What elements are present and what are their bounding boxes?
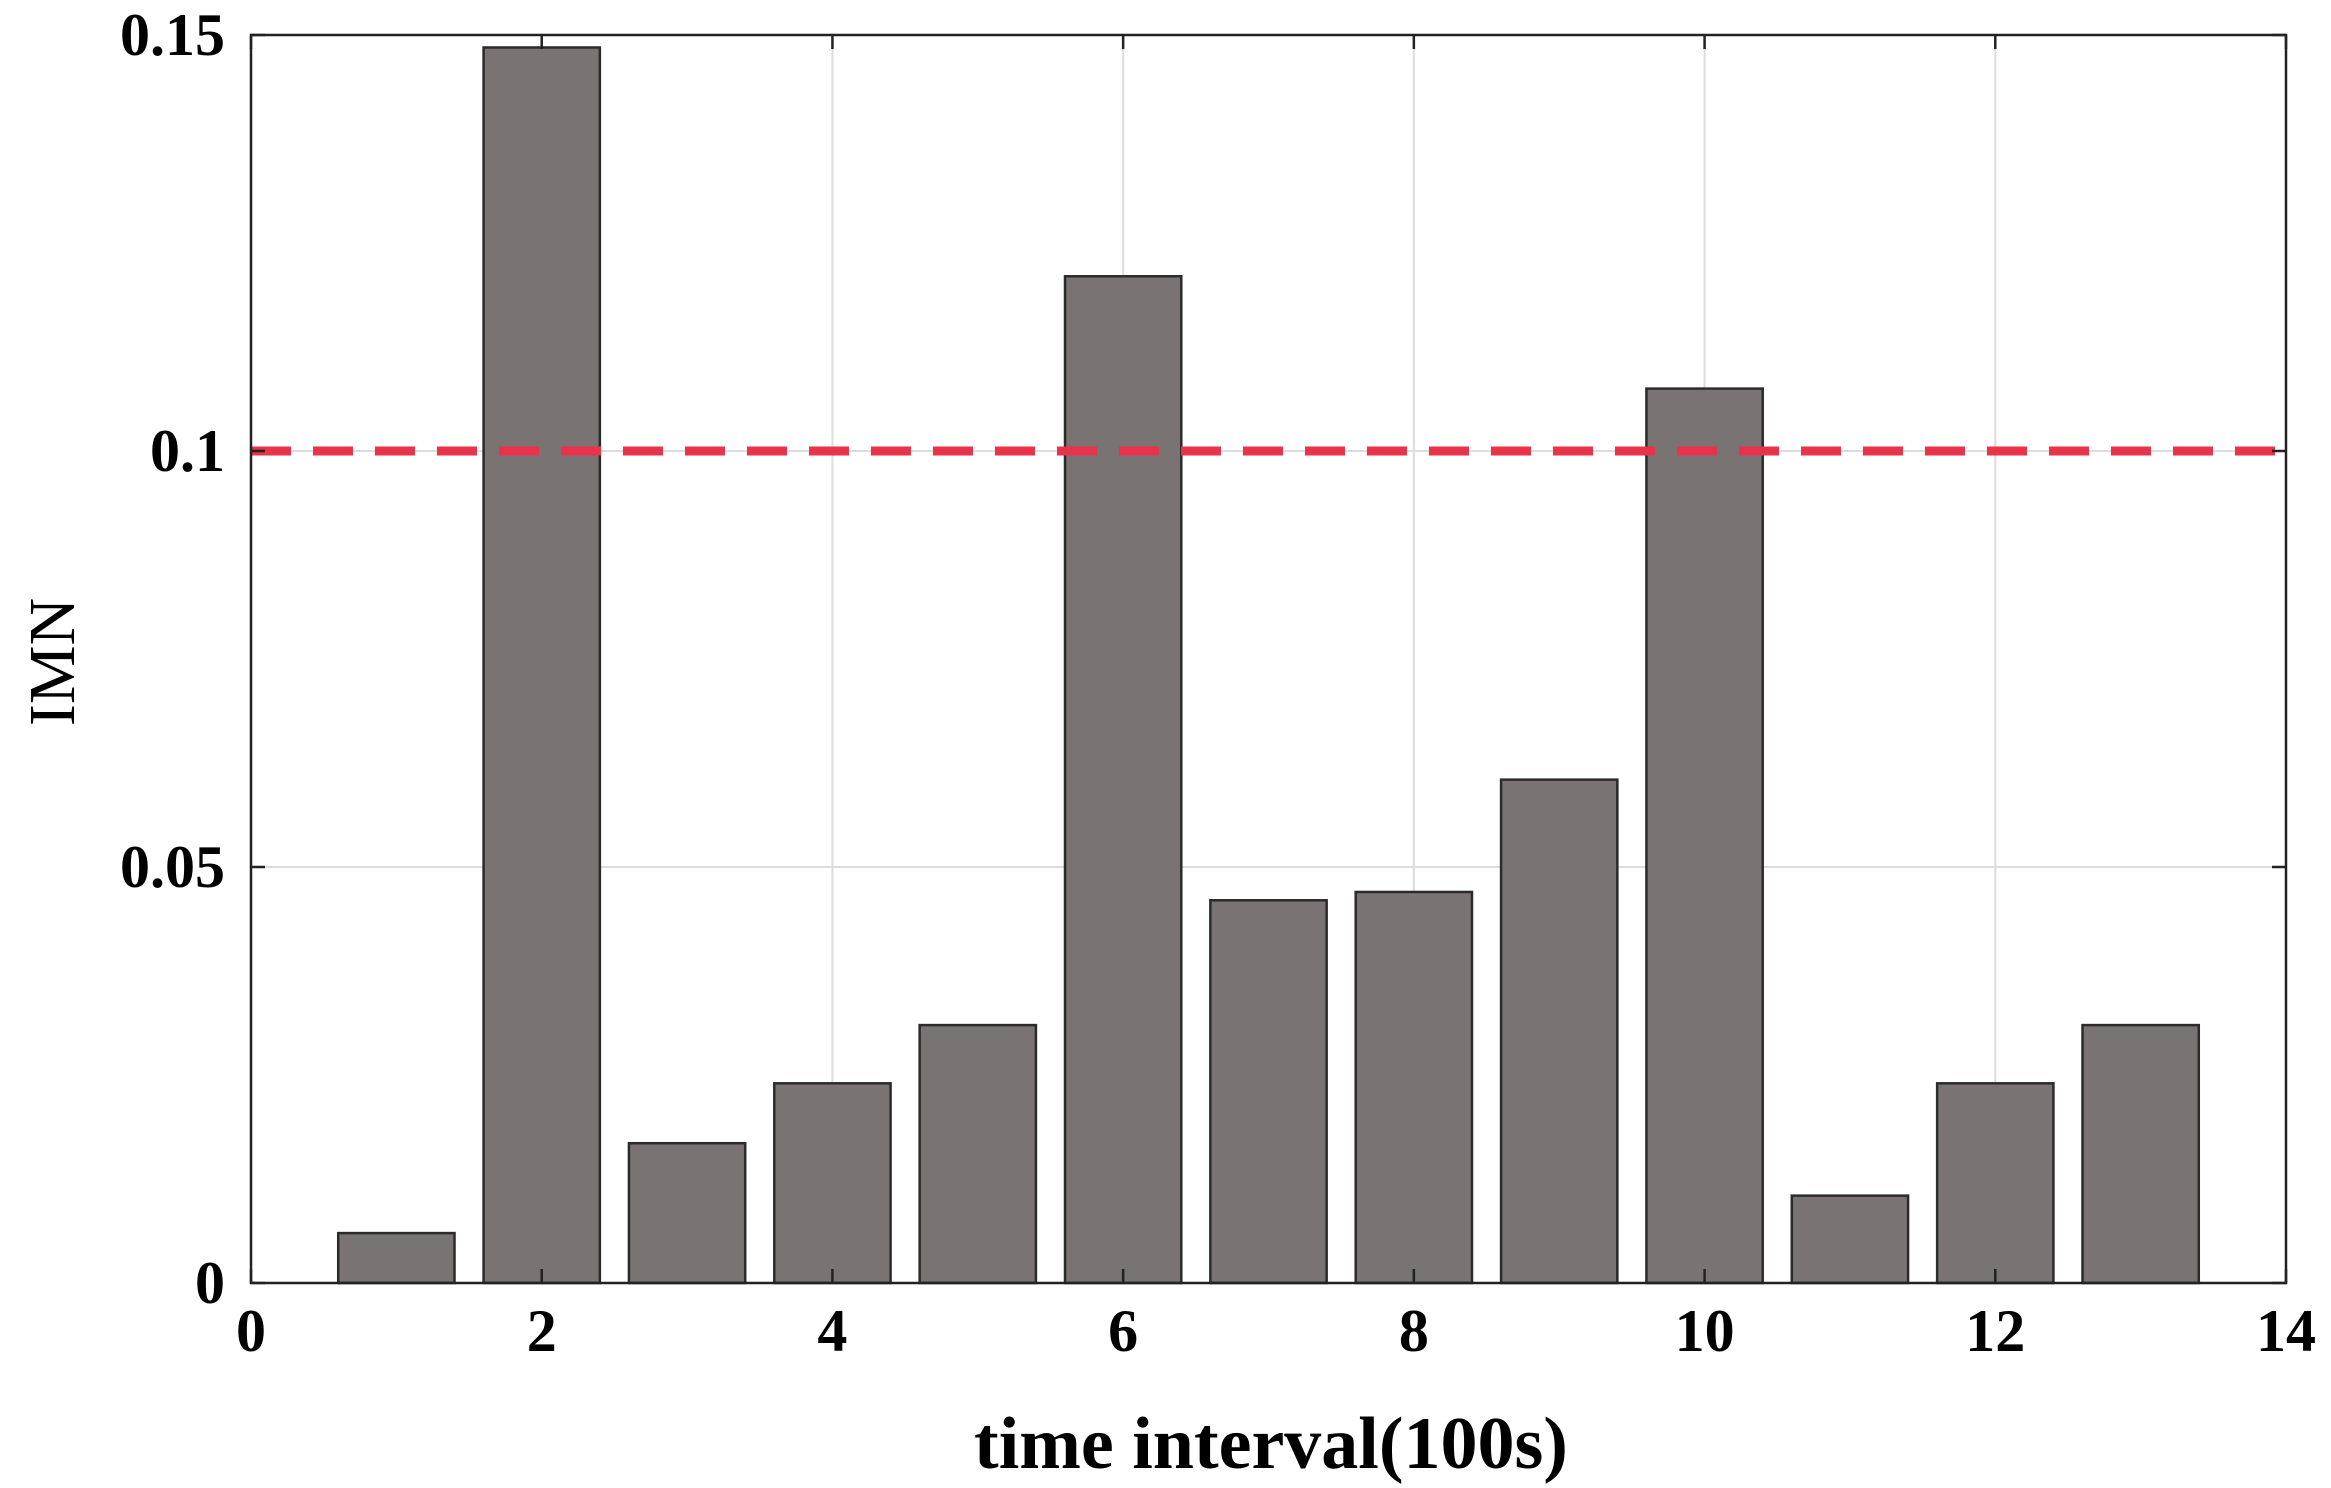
y-axis-label: IMN bbox=[16, 598, 89, 726]
bars-layer bbox=[336, 46, 2201, 1285]
x-tick-label: 0 bbox=[236, 1298, 266, 1364]
x-tick-label: 6 bbox=[1108, 1298, 1138, 1364]
y-tick-label: 0 bbox=[195, 1250, 225, 1316]
bar bbox=[918, 1023, 1038, 1285]
bar bbox=[482, 46, 602, 1285]
ticks-layer: 0 2 4 6 8 10 12 14 0 0.05 0.1 0.15 bbox=[120, 2, 2316, 1364]
x-tick-label: 10 bbox=[1675, 1298, 1735, 1364]
x-tick-label: 2 bbox=[527, 1298, 557, 1364]
plot-frame bbox=[249, 33, 2288, 1285]
bar bbox=[336, 1231, 456, 1285]
x-tick-label: 14 bbox=[2256, 1298, 2316, 1364]
bar bbox=[1935, 1082, 2055, 1285]
x-tick-label: 8 bbox=[1399, 1298, 1429, 1364]
y-tick-label: 0.05 bbox=[120, 834, 225, 900]
bar bbox=[1790, 1194, 1910, 1285]
x-axis-label: time interval(100s) bbox=[974, 1403, 1568, 1485]
bar bbox=[1063, 275, 1183, 1285]
bar bbox=[1499, 778, 1619, 1285]
x-tick-label: 12 bbox=[1965, 1298, 2025, 1364]
bar bbox=[1354, 890, 1474, 1285]
bar bbox=[1645, 387, 1764, 1285]
bar bbox=[1209, 899, 1328, 1285]
axes-layer bbox=[249, 33, 2288, 1285]
bar bbox=[773, 1082, 892, 1285]
x-tick-label: 4 bbox=[817, 1298, 847, 1364]
y-tick-label: 0.15 bbox=[120, 2, 225, 68]
bar bbox=[2081, 1023, 2201, 1285]
bar bbox=[627, 1141, 747, 1285]
y-tick-label: 0.1 bbox=[150, 418, 225, 484]
